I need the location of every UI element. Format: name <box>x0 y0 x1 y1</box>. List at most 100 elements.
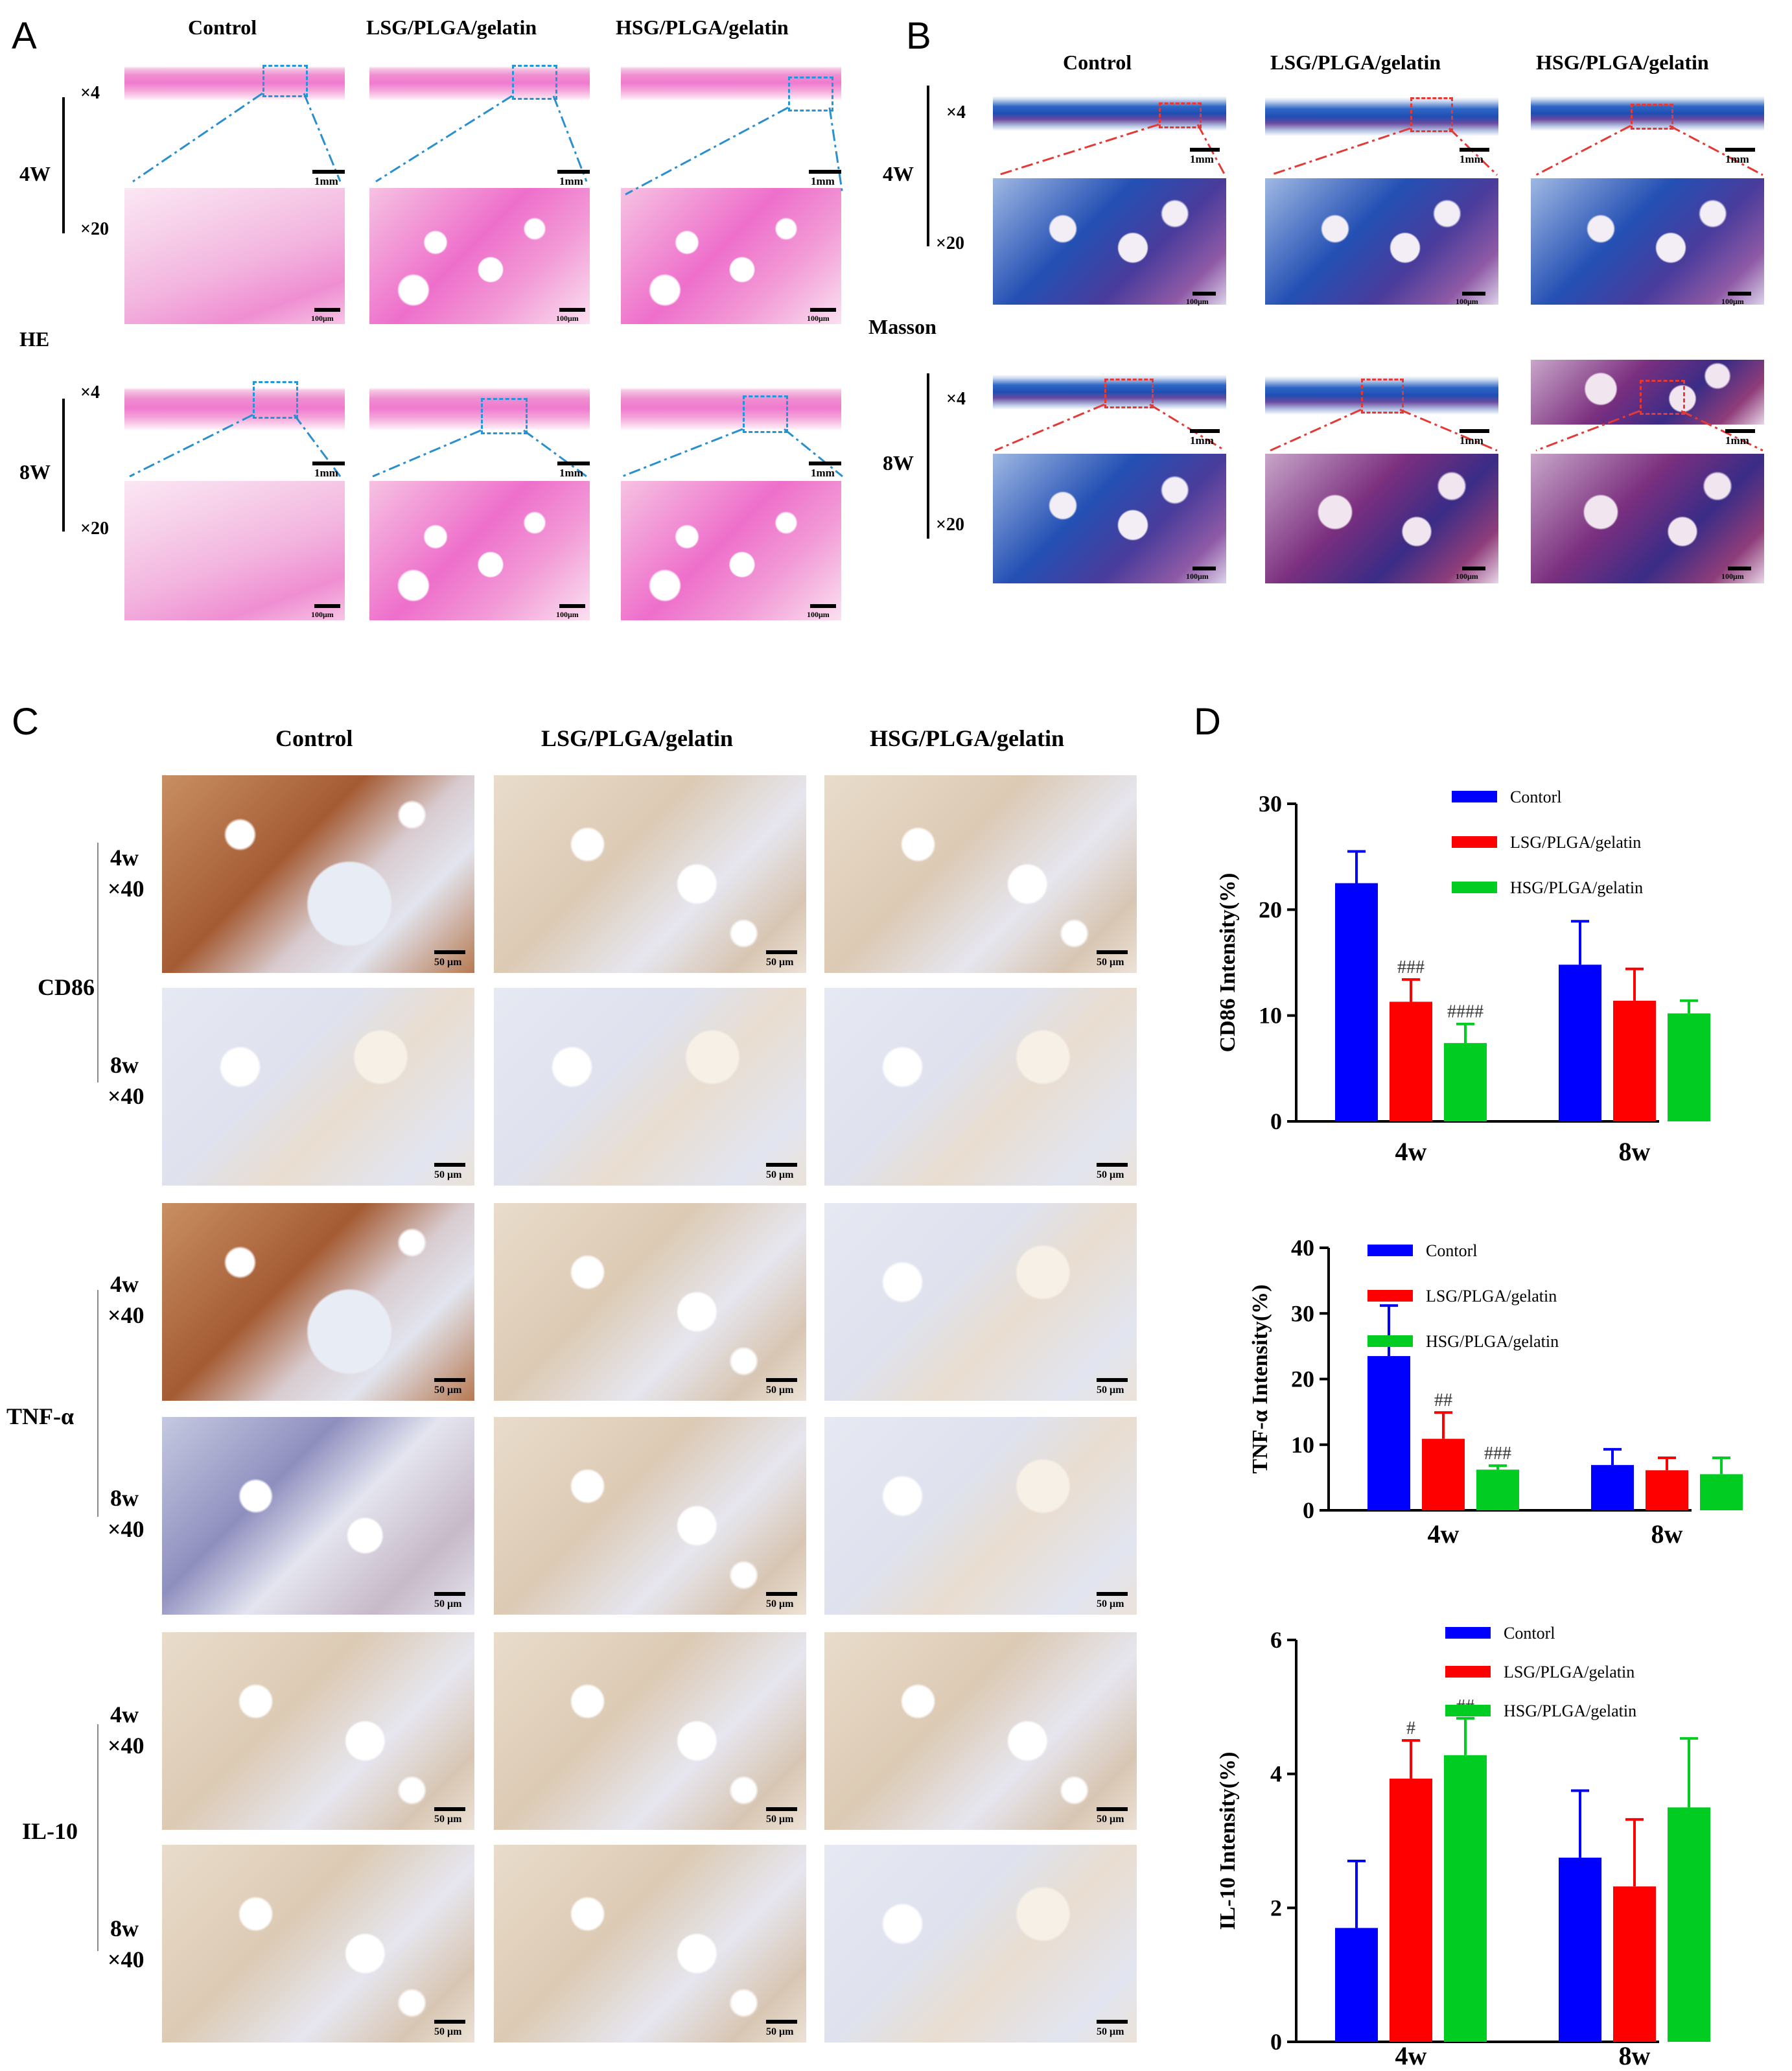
y-tick-label: 0 <box>1303 1497 1314 1523</box>
he-8w-hsg-x4 <box>621 376 841 441</box>
masson-4w-control-roi <box>1159 102 1202 128</box>
masson-4w-lsg-roi <box>1410 97 1453 132</box>
scale-bar <box>810 604 836 608</box>
ihc-tnf-8w-lsg <box>494 1417 806 1615</box>
tnf-4w-time: 4w <box>110 1271 139 1297</box>
he-8w-lsg-x20 <box>369 481 590 620</box>
cd86-bracket <box>97 843 99 1082</box>
scale-bar <box>1460 429 1489 433</box>
cd86-4w-time: 4w <box>110 845 139 871</box>
scale-bar <box>1097 1592 1128 1596</box>
masson-8w-lsg-x4 <box>1265 363 1498 428</box>
scale-label: 50 μm <box>766 1814 794 1825</box>
panel-b-time-8w: 8W <box>883 451 914 474</box>
masson-8w-lsg-x20 <box>1265 454 1498 583</box>
masson-4w-control-x4 <box>993 84 1226 143</box>
y-tick-label: 2 <box>1270 1895 1282 1921</box>
masson-8w-control-roi <box>1104 379 1154 408</box>
panel-b-mag-4w-high: ×20 <box>936 233 964 253</box>
bar <box>1559 1857 1601 2042</box>
scale-bar <box>1193 567 1216 570</box>
significance-label: # <box>1406 1718 1415 1738</box>
legend-label: LSG/PLGA/gelatin <box>1504 1663 1635 1681</box>
scale-label: 100μm <box>1721 297 1744 306</box>
masson-4w-lsg-x20 <box>1265 178 1498 305</box>
scale-bar <box>557 462 590 465</box>
bar <box>1700 1474 1743 1510</box>
bar <box>1390 1778 1432 2042</box>
y-tick-label: 40 <box>1291 1235 1314 1261</box>
legend-label: Contorl <box>1510 788 1561 806</box>
significance-label: ## <box>1434 1390 1452 1410</box>
il10-8w-time: 8w <box>110 1915 139 1941</box>
scale-bar <box>314 604 340 608</box>
scale-bar <box>559 604 585 608</box>
ihc-cd86-8w-lsg <box>494 988 806 1186</box>
scale-label: 1mm <box>1460 153 1484 165</box>
scale-label: 1mm <box>1190 153 1214 165</box>
scale-bar <box>1725 148 1755 152</box>
panel-c-letter: C <box>12 701 39 743</box>
legend-swatch <box>1367 1245 1413 1256</box>
ihc-tnf-4w-control <box>162 1203 474 1401</box>
scale-label: 50 μm <box>434 1598 462 1609</box>
panel-b-letter: B <box>906 15 931 57</box>
he-4w-control-roi <box>262 65 308 97</box>
bar <box>1591 1465 1634 1510</box>
scale-bar <box>1190 429 1220 433</box>
scale-bar <box>434 950 465 954</box>
scale-label: 100μm <box>1456 297 1478 306</box>
masson-8w-control-x4 <box>993 363 1226 421</box>
scale-label: 50 μm <box>434 957 462 968</box>
scale-label: 50 μm <box>1097 957 1124 968</box>
bar <box>1668 1013 1710 1121</box>
panel-a-col-control: Control <box>188 16 257 39</box>
il10-marker-label: IL-10 <box>22 1818 78 1844</box>
y-axis-label: IL-10 Intensity(%) <box>1216 1752 1240 1930</box>
scale-bar <box>766 1163 797 1167</box>
he-4w-control-x4 <box>124 57 345 109</box>
panel-a-mag-8w-high: ×20 <box>80 519 109 539</box>
il10-4w-time: 4w <box>110 1702 139 1727</box>
scale-bar <box>1728 292 1751 296</box>
scale-label: 100μm <box>1456 572 1478 581</box>
masson-4w-hsg-roi <box>1631 104 1673 130</box>
y-tick-label: 20 <box>1291 1366 1314 1392</box>
scale-label: 1mm <box>811 175 835 187</box>
ihc-tnf-4w-lsg <box>494 1203 806 1401</box>
bar <box>1335 883 1378 1121</box>
y-tick-label: 0 <box>1270 2029 1282 2055</box>
he-4w-lsg-x20 <box>369 188 590 324</box>
he-8w-hsg-x20 <box>621 481 841 620</box>
panel-b-mag-8w-low: ×4 <box>946 389 966 409</box>
scale-bar <box>434 2020 465 2024</box>
scale-label: 50 μm <box>766 1169 794 1180</box>
panel-a-4w-bracket <box>62 97 65 233</box>
panel-a-connectors <box>129 92 844 478</box>
scale-bar <box>1097 2020 1128 2024</box>
scale-bar <box>434 1163 465 1167</box>
panel-b-connectors <box>994 123 1763 452</box>
scale-label: 100μm <box>311 314 334 323</box>
scale-bar <box>766 950 797 954</box>
il10-4w-mag: ×40 <box>108 1733 145 1759</box>
significance-label: ### <box>1484 1444 1511 1464</box>
scale-label: 1mm <box>559 467 583 479</box>
legend-label: Contorl <box>1426 1241 1477 1260</box>
panel-a-mag-8w-low: ×4 <box>80 382 100 403</box>
bar <box>1613 1000 1656 1121</box>
panel-a-mag-4w-low: ×4 <box>80 83 100 103</box>
y-tick-label: 30 <box>1291 1300 1314 1326</box>
ihc-cd86-4w-lsg <box>494 775 806 973</box>
scale-label: 1mm <box>314 175 338 187</box>
y-tick-label: 30 <box>1259 791 1282 817</box>
ihc-tnf-4w-hsg <box>824 1203 1137 1401</box>
bar <box>1646 1470 1688 1510</box>
ihc-cd86-8w-control <box>162 988 474 1186</box>
he-8w-control-x4 <box>124 376 345 441</box>
masson-8w-hsg-roi <box>1640 380 1685 415</box>
panel-c-col-control: Control <box>275 725 353 751</box>
ihc-cd86-4w-hsg <box>824 775 1137 973</box>
cd86-4w-mag: ×40 <box>108 876 145 902</box>
